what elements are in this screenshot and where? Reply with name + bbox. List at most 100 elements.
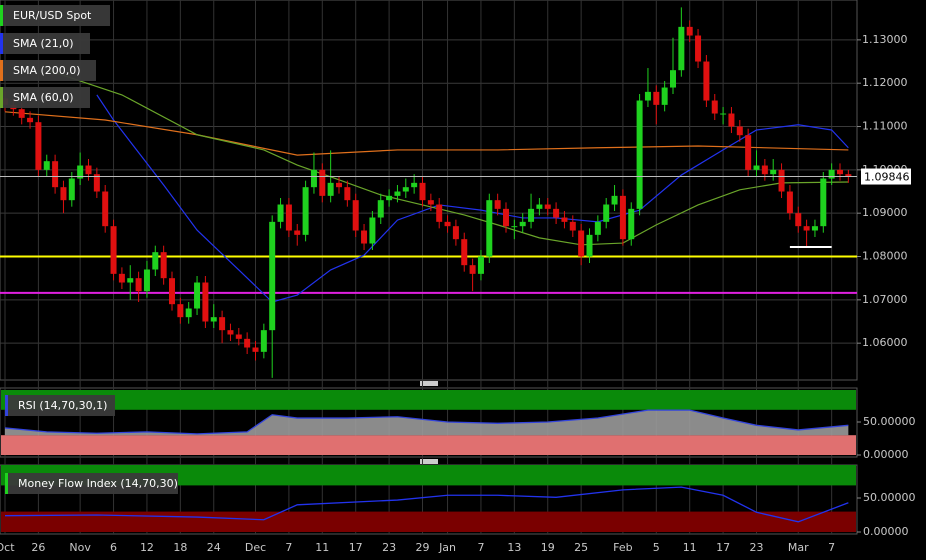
candle-body [736,126,743,136]
candle-body [653,91,660,105]
candle-body [411,182,418,188]
candle-body [361,230,368,244]
legend-label: EUR/USD Spot [13,9,92,22]
legend-swatch [0,33,3,54]
x-tick-label: Jan [438,541,456,554]
candle-body [461,239,468,266]
candle-body [436,204,443,222]
candle-body [60,187,67,201]
candle-body [102,191,109,227]
candle-body [235,334,242,339]
x-tick-label: 24 [207,541,221,554]
candle-body [678,26,685,71]
candle-body [310,169,317,188]
legend-swatch [5,395,8,416]
x-tick-label: 17 [349,541,363,554]
candle-body [185,308,192,318]
legend-label: SMA (60,0) [13,91,74,104]
x-tick-label: Oct [0,541,15,554]
candle-body [778,169,785,192]
candle-body [85,165,92,175]
y-tick-label: 1.08000 [862,250,908,263]
lower-zone [1,435,856,455]
candle-body [611,195,618,205]
candle-body [728,113,735,127]
candle-body [745,135,752,170]
lower-zone [1,511,856,532]
candle-body [194,282,201,309]
x-tick-label: Mar [788,541,809,554]
candle-body [711,100,718,114]
candle-body [43,161,50,170]
candle-body [845,174,852,177]
candle-body [770,169,777,175]
candle-body [127,278,134,283]
x-tick-label: Feb [613,541,632,554]
candle-body [644,91,651,101]
candle-body [210,317,217,322]
candle-body [352,200,359,231]
candle-body [486,200,493,257]
candle-body [93,174,100,192]
candle-body [469,265,476,274]
legend-swatch [0,5,3,26]
legend-swatch [0,60,3,81]
candle-body [143,269,150,292]
candle-body [619,195,626,240]
candle-body [419,182,426,201]
legend-label: Money Flow Index (14,70,30) [18,477,178,490]
panel-splitter[interactable] [420,381,438,386]
candle-body [477,256,484,274]
indicator-line [4,409,849,435]
legend-label: SMA (21,0) [13,37,74,50]
candle-body [294,230,301,235]
candle-body [695,35,702,62]
y-tick-label: 1.09000 [862,206,908,219]
candle-body [803,226,810,231]
y-tick-label: 0.00000 [863,448,909,461]
x-tick-label: Dec [245,541,266,554]
y-tick-label: 0.00000 [863,525,909,538]
upper-zone [1,390,856,410]
panel-splitter[interactable] [420,459,438,464]
legend-label: RSI (14,70,30,1) [18,399,107,412]
candle-body [795,213,802,227]
candle-body [244,338,251,348]
candle-body [811,226,818,231]
candle-body [52,161,59,188]
sma-line [4,111,849,156]
x-tick-label: 7 [828,541,835,554]
candle-body [528,208,535,222]
rsi-area [5,410,849,436]
sma-line [46,69,849,246]
candle-body [720,113,727,115]
candle-body [18,109,25,118]
candle-body [227,330,234,335]
candle-body [377,200,384,218]
y-tick-label: 50.00000 [863,491,916,504]
candle-body [219,317,226,331]
candle-body [444,221,451,227]
candle-body [118,273,125,283]
legend-box [5,473,178,494]
legend-swatch [5,473,8,494]
price-panel [0,0,858,381]
x-tick-label: 5 [653,541,660,554]
x-tick-label: 17 [716,541,730,554]
x-tick-label: 25 [574,541,588,554]
x-tick-label: 7 [285,541,292,554]
candle-body [68,178,75,201]
candle-body [35,122,42,170]
candle-body [177,304,184,318]
candle-body [569,221,576,231]
last-price-box [861,168,911,185]
candle-body [628,208,635,240]
candle-body [152,252,159,270]
plot: 1.09846 [0,7,911,532]
candle-body [252,347,259,352]
candle-body [344,187,351,201]
x-tick-label: 7 [477,541,484,554]
candle-body [27,117,34,123]
candle-body [761,165,768,175]
